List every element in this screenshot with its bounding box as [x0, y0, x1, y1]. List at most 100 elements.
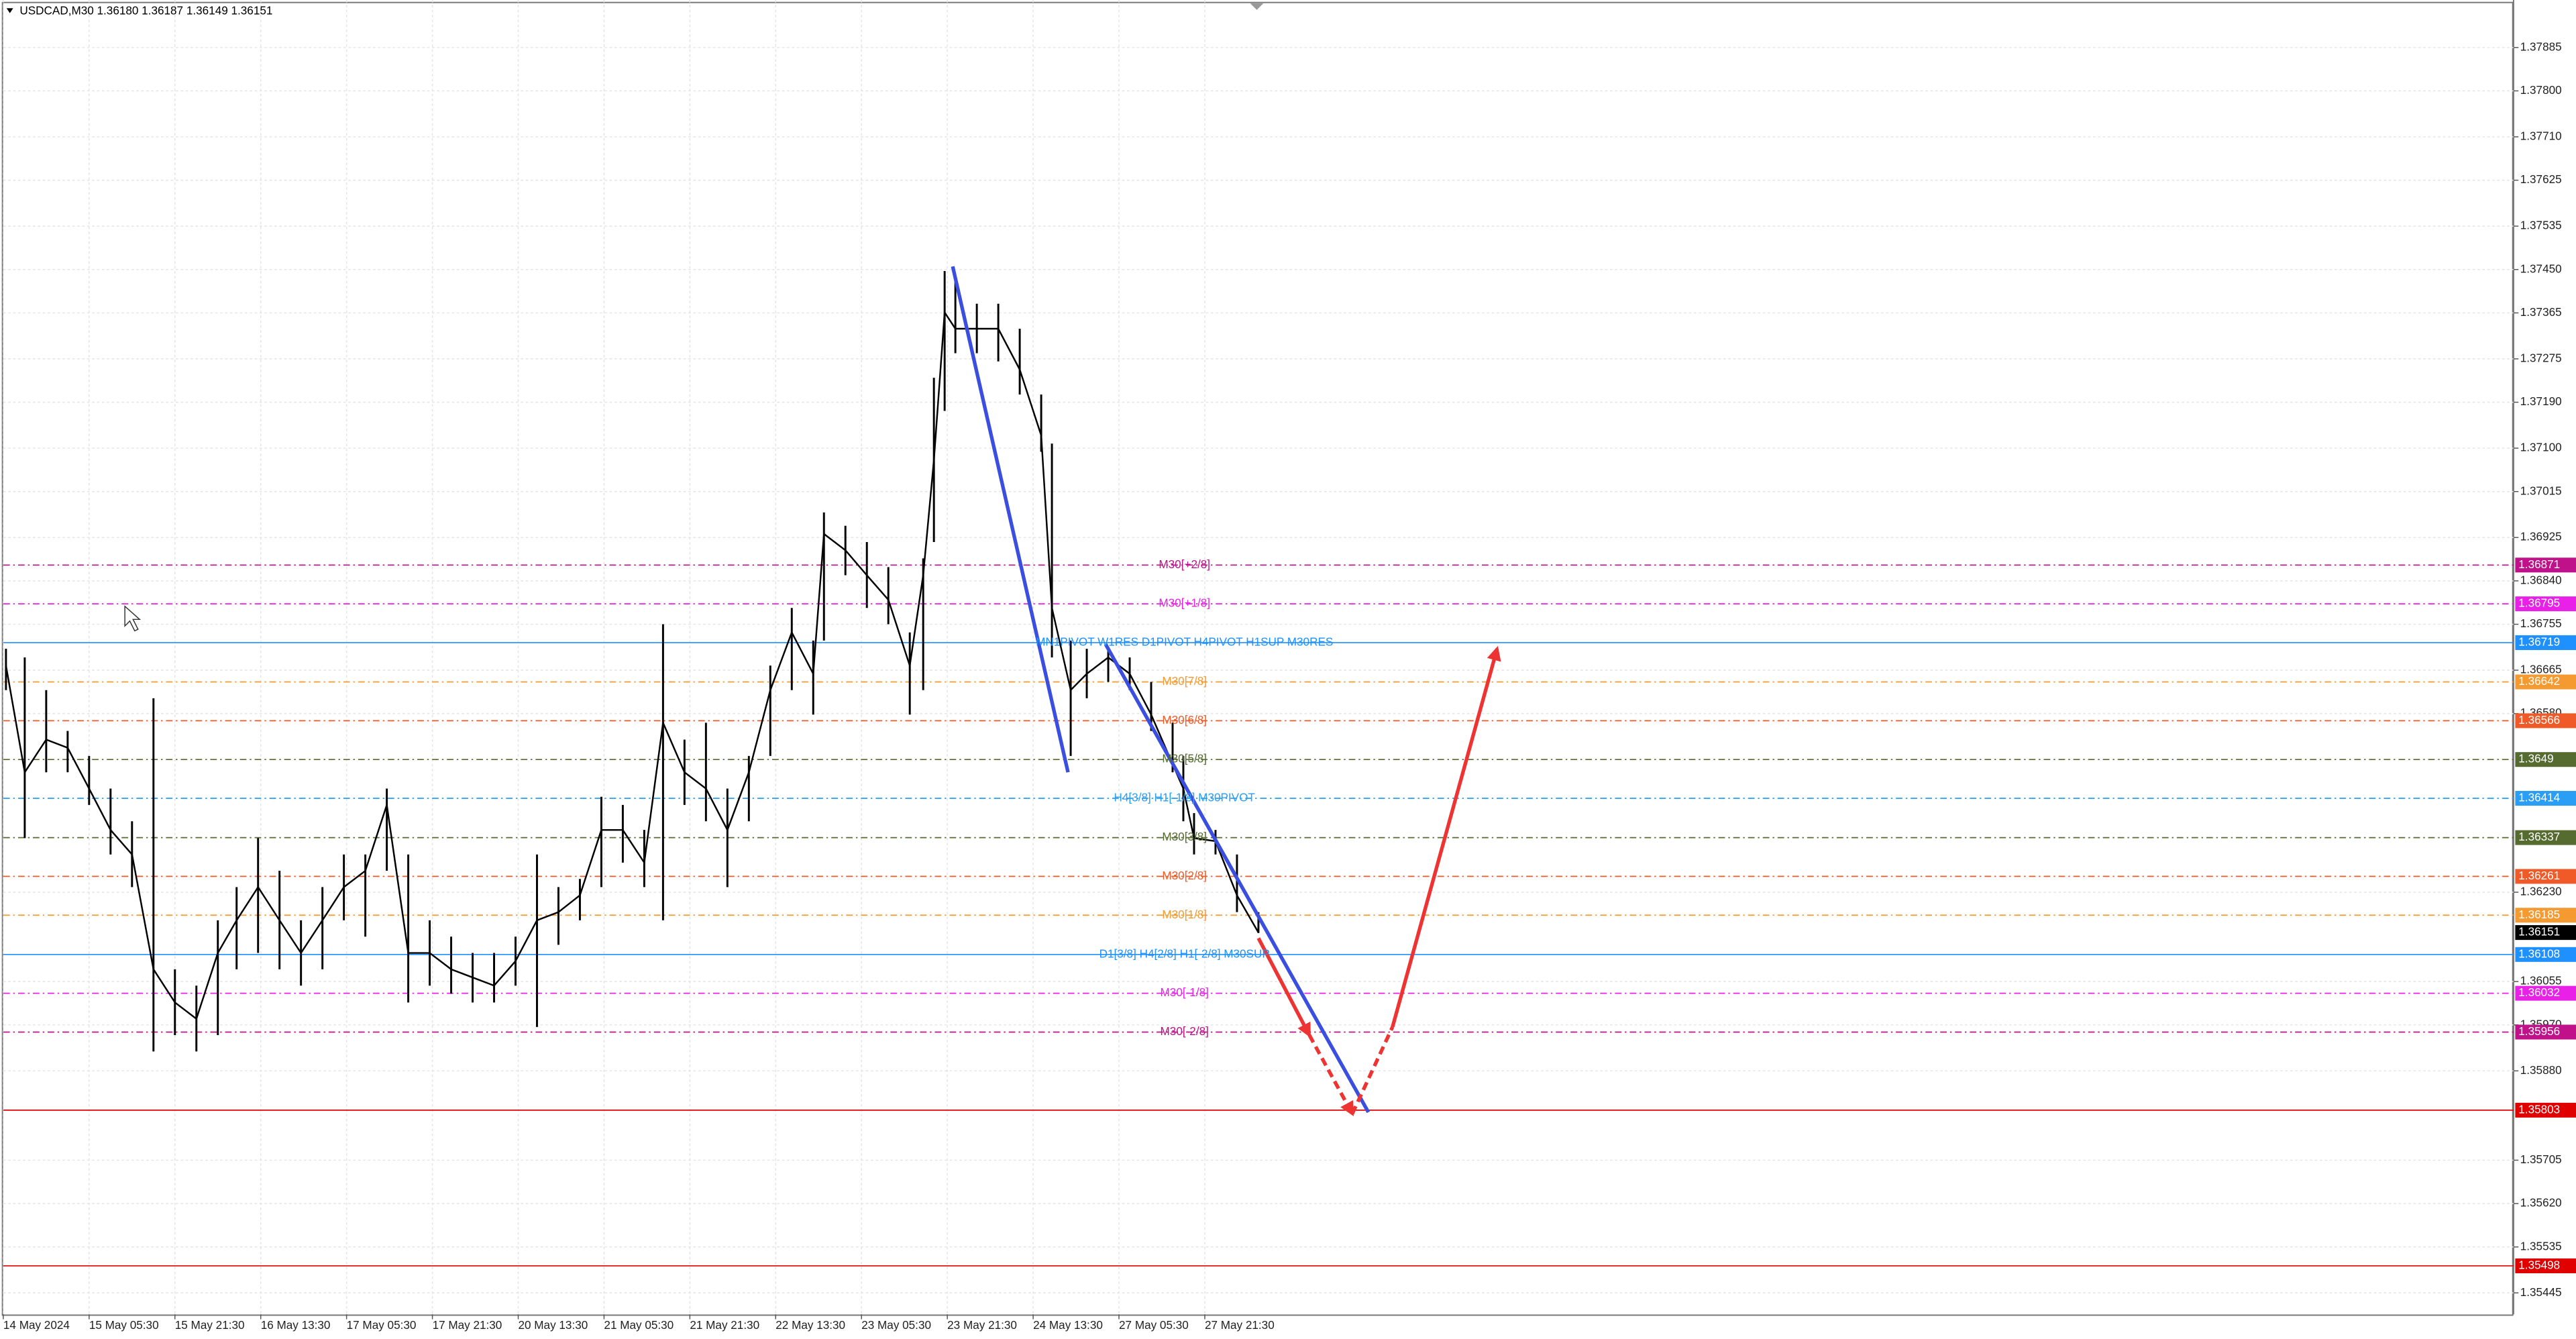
y-tick-label: 1.37275	[2520, 351, 2562, 364]
price-label: 1.36566	[2518, 713, 2560, 727]
price-label-box	[2515, 1258, 2576, 1273]
y-tick-label: 1.37710	[2520, 129, 2562, 142]
trend-line	[1391, 645, 1501, 1028]
level-label: MN1PIVOT W1RES D1PIVOT H4PIVOT H1SUP M30…	[1036, 635, 1333, 648]
x-tick-label: 23 May 05:30	[861, 1318, 931, 1332]
price-label-box	[2515, 1024, 2576, 1040]
price-label-box	[2515, 985, 2576, 1001]
price-label-box	[2515, 790, 2576, 806]
shift-marker	[1250, 3, 1264, 10]
x-tick-label: 14 May 2024	[3, 1318, 70, 1332]
level-label: H4[3/8] H1[-1/8] M30PIVOT	[1114, 791, 1256, 804]
x-tick-label: 15 May 21:30	[175, 1318, 245, 1332]
price-label-box	[2515, 752, 2576, 767]
trend-line	[1104, 643, 1371, 1114]
price-label: 1.36719	[2518, 635, 2560, 648]
y-tick-label: 1.37885	[2520, 40, 2562, 53]
level-label: M30[3/8]	[1162, 830, 1207, 843]
price-label-box	[2515, 596, 2576, 612]
price-label-box	[2515, 674, 2576, 690]
y-tick-label: 1.35705	[2520, 1153, 2562, 1166]
price-label-box	[2515, 925, 2576, 941]
level-label: M30[6/8]	[1162, 713, 1207, 727]
price-label-box	[2515, 635, 2576, 650]
x-tick-label: 24 May 13:30	[1033, 1318, 1103, 1332]
price-label-box	[2515, 713, 2576, 729]
trend-line	[1256, 937, 1311, 1038]
price-label-box	[2515, 830, 2576, 845]
price-label: 1.36151	[2518, 925, 2560, 939]
x-tick-label: 21 May 05:30	[604, 1318, 674, 1332]
levels	[3, 564, 2514, 1267]
y-tick-label: 1.35620	[2520, 1196, 2562, 1210]
trend-line	[951, 266, 1070, 773]
y-tick-label: 1.37800	[2520, 83, 2562, 97]
grid	[3, 0, 2519, 1320]
price-label: 1.36871	[2518, 557, 2560, 571]
y-tick-label: 1.37625	[2520, 172, 2562, 186]
y-tick-label: 1.35880	[2520, 1063, 2562, 1077]
y-tick-label: 1.36665	[2520, 663, 2562, 676]
y-tick-label: 1.35445	[2520, 1285, 2562, 1299]
y-tick-label: 1.37535	[2520, 219, 2562, 232]
level-label: M30[1/8]	[1162, 908, 1207, 921]
x-tick-label: 15 May 05:30	[89, 1318, 159, 1332]
symbol-menu-icon	[6, 8, 13, 13]
y-tick-label: 1.36230	[2520, 885, 2562, 898]
y-tick-label: 1.37015	[2520, 484, 2562, 497]
level-label: M30[5/8]	[1162, 752, 1207, 765]
x-tick-label: 21 May 21:30	[690, 1318, 759, 1332]
close-line	[5, 309, 1259, 1020]
level-label: M30[+1/8]	[1159, 596, 1210, 610]
x-tick-label: 17 May 21:30	[433, 1318, 502, 1332]
price-label: 1.36032	[2518, 985, 2560, 999]
price-label: 1.36795	[2518, 596, 2560, 610]
price-label: 1.36337	[2518, 830, 2560, 843]
x-tick-label: 20 May 13:30	[518, 1318, 588, 1332]
level-label: M30[2/8]	[1162, 869, 1207, 882]
price-label: 1.36185	[2518, 908, 2560, 921]
price-label: 1.35803	[2518, 1102, 2560, 1116]
level-label: M30[+2/8]	[1159, 557, 1210, 571]
price-label-box	[2515, 869, 2576, 884]
y-tick-label: 1.36055	[2520, 974, 2562, 987]
level-label: M30[7/8]	[1162, 674, 1207, 688]
plot-frame	[1, 1, 2514, 1316]
x-tick-label: 23 May 21:30	[947, 1318, 1017, 1332]
price-label-box	[2515, 557, 2576, 573]
y-tick-label: 1.36925	[2520, 530, 2562, 543]
price-label: 1.36414	[2518, 791, 2560, 804]
y-tick-label: 1.36755	[2520, 617, 2562, 630]
level-label: M30[-2/8]	[1161, 1024, 1209, 1038]
level-label: D1[3/8] H4[2/8] H1[-2/8] M30SUP	[1099, 947, 1270, 960]
y-tick-label: 1.36840	[2520, 573, 2562, 586]
price-marks	[5, 271, 1260, 1052]
price-label: 1.36261	[2518, 869, 2560, 882]
y-tick-label: 1.37365	[2520, 305, 2562, 319]
y-tick-label: 1.35535	[2520, 1239, 2562, 1252]
x-tick-label: 27 May 05:30	[1119, 1318, 1189, 1332]
price-label: 1.35498	[2518, 1258, 2560, 1271]
y-tick-label: 1.37190	[2520, 394, 2562, 408]
price-label: 1.35956	[2518, 1024, 2560, 1038]
price-label: 1.36642	[2518, 674, 2560, 688]
price-label-box	[2515, 1102, 2576, 1118]
y-tick-label: 1.37100	[2520, 441, 2562, 454]
level-label: M30[-1/8]	[1161, 985, 1209, 999]
chart-title: USDCAD,M30 1.36180 1.36187 1.36149 1.361…	[19, 4, 272, 17]
trend-line	[1350, 1026, 1395, 1115]
labels: 1.37885 1.37800 1.37710 1.37625 1.37535 1.374…	[3, 40, 2576, 1332]
x-tick-label: 22 May 13:30	[775, 1318, 845, 1332]
mouse-cursor	[124, 605, 142, 632]
price-label-box	[2515, 908, 2576, 923]
price-label: 1.36108	[2518, 947, 2560, 960]
x-tick-label: 17 May 05:30	[347, 1318, 417, 1332]
y-tick-label: 1.37450	[2520, 262, 2562, 275]
price-label-box	[2515, 947, 2576, 962]
price-label: 1.3649	[2518, 752, 2553, 765]
trend-line	[1307, 1034, 1354, 1116]
x-tick-label: 16 May 13:30	[261, 1318, 331, 1332]
